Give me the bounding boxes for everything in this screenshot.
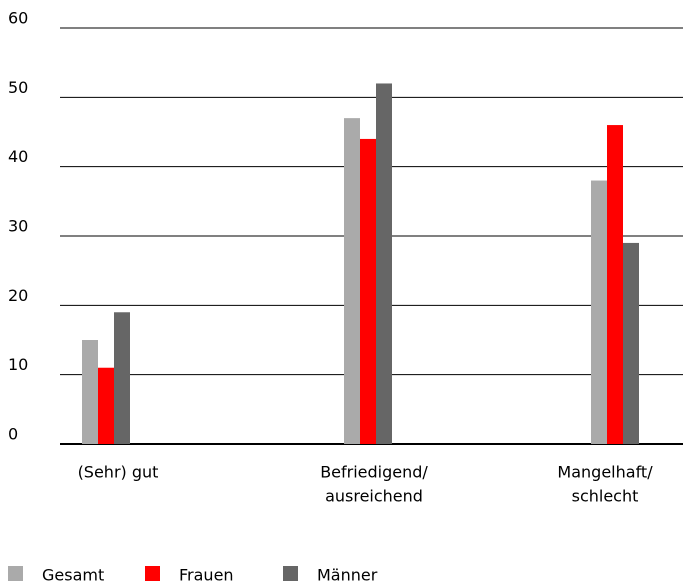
bar: [607, 125, 623, 445]
bar: [114, 312, 130, 444]
legend-label: Gesamt: [42, 566, 104, 584]
legend-swatch: [283, 566, 298, 581]
y-tick-label: 20: [8, 286, 28, 305]
y-tick-label: 10: [8, 355, 28, 374]
y-tick-label: 40: [8, 147, 28, 166]
x-tick-label: Mangelhaft/: [557, 463, 653, 482]
bar: [623, 242, 639, 444]
legend-swatch: [145, 566, 160, 581]
x-tick-label: Befriedigend/: [320, 463, 428, 482]
bar: [360, 138, 376, 444]
legend-swatch: [8, 566, 23, 581]
y-tick-label: 30: [8, 217, 28, 236]
bar: [591, 180, 607, 445]
bar: [98, 367, 114, 444]
bar: [344, 118, 360, 444]
y-tick-label: 60: [8, 9, 28, 28]
y-tick-label: 0: [8, 425, 18, 444]
bar: [82, 340, 98, 444]
legend-label: Männer: [317, 566, 378, 584]
bar: [376, 83, 392, 444]
x-tick-label: ausreichend: [325, 487, 423, 506]
x-tick-label: schlecht: [572, 487, 639, 506]
y-tick-label: 50: [8, 78, 28, 97]
legend-label: Frauen: [179, 566, 234, 584]
x-tick-label: (Sehr) gut: [78, 463, 159, 482]
